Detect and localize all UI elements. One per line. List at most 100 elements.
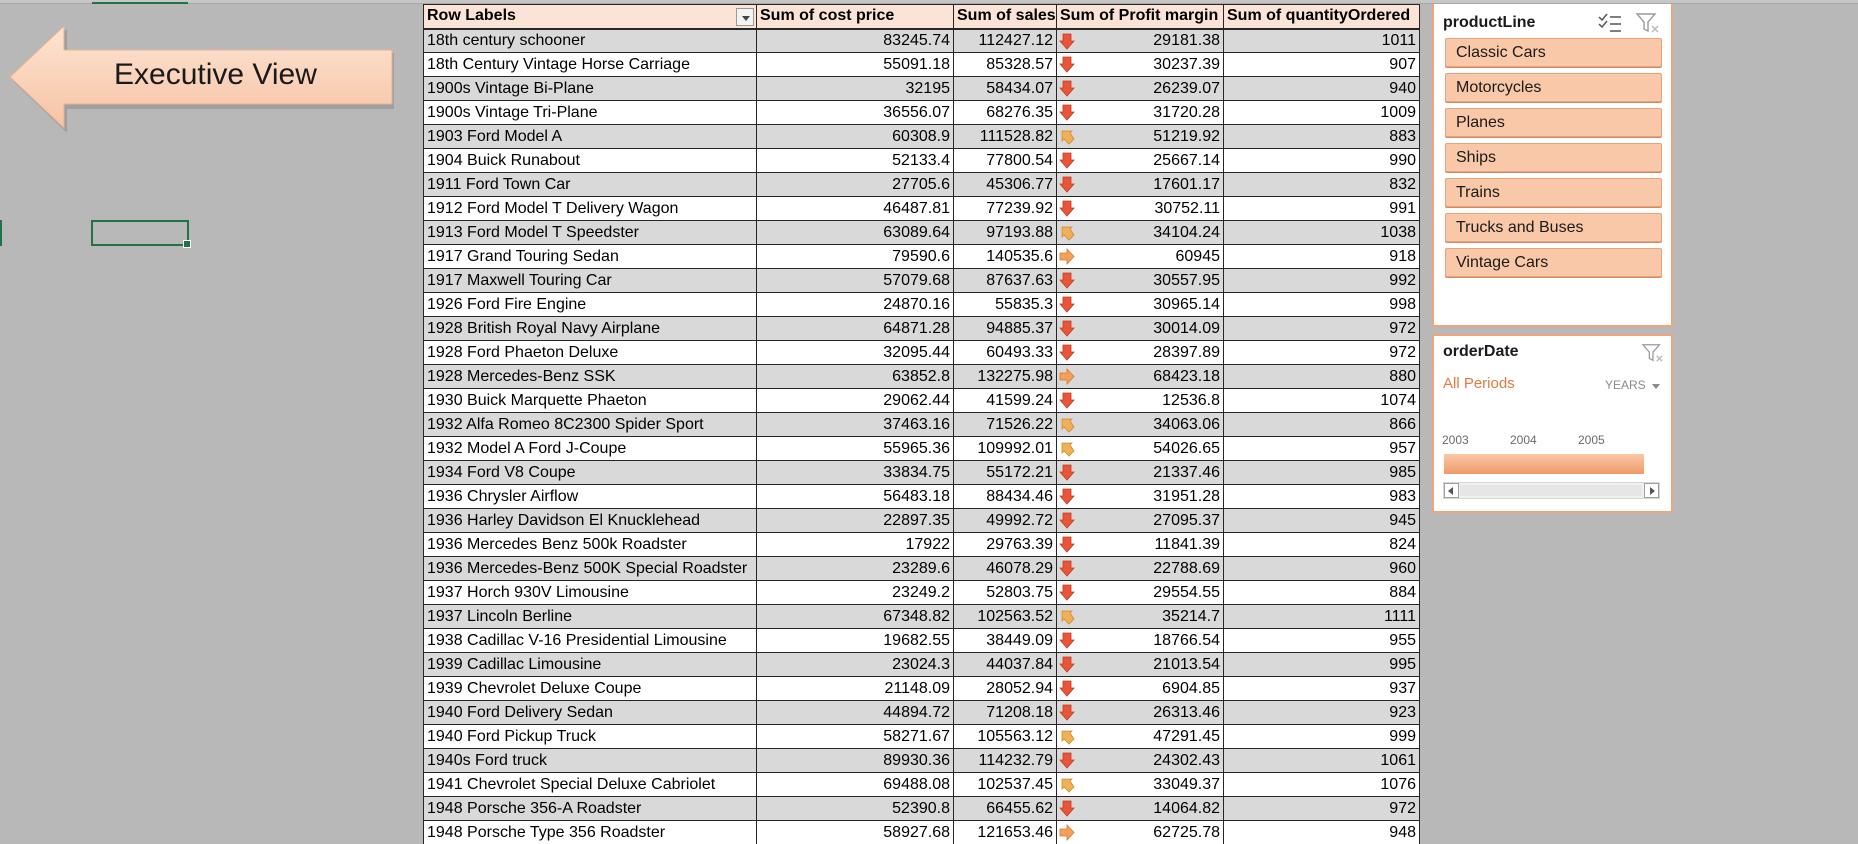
sales-cell[interactable]: 68276.35 bbox=[953, 100, 1057, 125]
table-row[interactable]: 1940s Ford truck 89930.36 114232.79 24302.4… bbox=[423, 748, 1420, 773]
timeline-scrollbar[interactable] bbox=[1443, 482, 1660, 499]
table-row[interactable]: 1917 Maxwell Touring Car 57079.68 87637.63… bbox=[423, 268, 1420, 293]
profit-cell[interactable]: 6904.85 bbox=[1056, 676, 1224, 701]
profit-cell[interactable]: 31951.28 bbox=[1056, 484, 1224, 509]
cost-cell[interactable]: 32195 bbox=[756, 76, 954, 101]
quantity-cell[interactable]: 923 bbox=[1223, 700, 1420, 725]
table-row[interactable]: 1939 Chevrolet Deluxe Coupe 21148.09 28052… bbox=[423, 676, 1420, 701]
cost-cell[interactable]: 55965.36 bbox=[756, 436, 954, 461]
table-row[interactable]: 1932 Alfa Romeo 8C2300 Spider Sport 37463… bbox=[423, 412, 1420, 437]
row-label[interactable]: 1928 Ford Phaeton Deluxe bbox=[423, 340, 757, 365]
row-label[interactable]: 1941 Chevrolet Special Deluxe Cabriolet bbox=[423, 772, 757, 797]
cost-cell[interactable]: 21148.09 bbox=[756, 676, 954, 701]
slicer-item[interactable]: Classic Cars bbox=[1445, 38, 1662, 67]
quantity-cell[interactable]: 1038 bbox=[1223, 220, 1420, 245]
quantity-cell[interactable]: 998 bbox=[1223, 292, 1420, 317]
sales-cell[interactable]: 71208.18 bbox=[953, 700, 1057, 725]
scroll-left-icon[interactable] bbox=[1444, 483, 1459, 498]
row-label[interactable]: 18th century schooner bbox=[423, 28, 757, 53]
profit-cell[interactable]: 12536.8 bbox=[1056, 388, 1224, 413]
quantity-cell[interactable]: 824 bbox=[1223, 532, 1420, 557]
row-label[interactable]: 1948 Porsche 356-A Roadster bbox=[423, 796, 757, 821]
profit-cell[interactable]: 21013.54 bbox=[1056, 652, 1224, 677]
row-label[interactable]: 1940s Ford truck bbox=[423, 748, 757, 773]
scroll-right-icon[interactable] bbox=[1644, 483, 1659, 498]
row-label[interactable]: 1938 Cadillac V-16 Presidential Limousin… bbox=[423, 628, 757, 653]
profit-cell[interactable]: 29554.55 bbox=[1056, 580, 1224, 605]
slicer-item[interactable]: Planes bbox=[1445, 108, 1662, 137]
profit-cell[interactable]: 30752.11 bbox=[1056, 196, 1224, 221]
profit-cell[interactable]: 22788.69 bbox=[1056, 556, 1224, 581]
profit-cell[interactable]: 30557.95 bbox=[1056, 268, 1224, 293]
slicer-item[interactable]: Trucks and Buses bbox=[1445, 213, 1662, 242]
table-row[interactable]: 18th Century Vintage Horse Carriage 55091… bbox=[423, 52, 1420, 77]
profit-cell[interactable]: 47291.45 bbox=[1056, 724, 1224, 749]
profit-cell[interactable]: 18766.54 bbox=[1056, 628, 1224, 653]
sales-cell[interactable]: 28052.94 bbox=[953, 676, 1057, 701]
sales-cell[interactable]: 105563.12 bbox=[953, 724, 1057, 749]
table-row[interactable]: 1936 Harley Davidson El Knucklehead 22897… bbox=[423, 508, 1420, 533]
quantity-cell[interactable]: 1074 bbox=[1223, 388, 1420, 413]
sales-cell[interactable]: 71526.22 bbox=[953, 412, 1057, 437]
table-row[interactable]: 1917 Grand Touring Sedan 79590.6 140535.6 6… bbox=[423, 244, 1420, 269]
sales-cell[interactable]: 109992.01 bbox=[953, 436, 1057, 461]
quantity-cell[interactable]: 1111 bbox=[1223, 604, 1420, 629]
clear-filter-icon[interactable] bbox=[1635, 11, 1661, 35]
cost-cell[interactable]: 89930.36 bbox=[756, 748, 954, 773]
cost-cell[interactable]: 58271.67 bbox=[756, 724, 954, 749]
cost-cell[interactable]: 24870.16 bbox=[756, 292, 954, 317]
sales-cell[interactable]: 46078.29 bbox=[953, 556, 1057, 581]
cost-cell[interactable]: 79590.6 bbox=[756, 244, 954, 269]
sales-cell[interactable]: 52803.75 bbox=[953, 580, 1057, 605]
quantity-cell[interactable]: 948 bbox=[1223, 820, 1420, 844]
table-row[interactable]: 1912 Ford Model T Delivery Wagon 46487.81… bbox=[423, 196, 1420, 221]
table-row[interactable]: 1926 Ford Fire Engine 24870.16 55835.3 3096… bbox=[423, 292, 1420, 317]
row-label[interactable]: 1937 Lincoln Berline bbox=[423, 604, 757, 629]
sales-cell[interactable]: 41599.24 bbox=[953, 388, 1057, 413]
row-label[interactable]: 1917 Maxwell Touring Car bbox=[423, 268, 757, 293]
quantity-cell[interactable]: 832 bbox=[1223, 172, 1420, 197]
cost-cell[interactable]: 63089.64 bbox=[756, 220, 954, 245]
row-label[interactable]: 1900s Vintage Tri-Plane bbox=[423, 100, 757, 125]
sales-cell[interactable]: 140535.6 bbox=[953, 244, 1057, 269]
quantity-cell[interactable]: 972 bbox=[1223, 316, 1420, 341]
row-label[interactable]: 1900s Vintage Bi-Plane bbox=[423, 76, 757, 101]
profit-cell[interactable]: 24302.43 bbox=[1056, 748, 1224, 773]
profit-cell[interactable]: 17601.17 bbox=[1056, 172, 1224, 197]
cost-cell[interactable]: 23289.6 bbox=[756, 556, 954, 581]
timeline-period-bar[interactable] bbox=[1444, 454, 1644, 474]
profit-cell[interactable]: 30237.39 bbox=[1056, 52, 1224, 77]
row-label[interactable]: 1912 Ford Model T Delivery Wagon bbox=[423, 196, 757, 221]
cost-cell[interactable]: 44894.72 bbox=[756, 700, 954, 725]
row-label[interactable]: 1936 Mercedes-Benz 500K Special Roadster bbox=[423, 556, 757, 581]
row-label[interactable]: 1903 Ford Model A bbox=[423, 124, 757, 149]
table-row[interactable]: 1900s Vintage Bi-Plane 32195 58434.07 26239… bbox=[423, 76, 1420, 101]
sales-cell[interactable]: 55172.21 bbox=[953, 460, 1057, 485]
cost-cell[interactable]: 52133.4 bbox=[756, 148, 954, 173]
row-label[interactable]: 1934 Ford V8 Coupe bbox=[423, 460, 757, 485]
table-row[interactable]: 1900s Vintage Tri-Plane 36556.07 68276.35 3… bbox=[423, 100, 1420, 125]
quantity-cell[interactable]: 960 bbox=[1223, 556, 1420, 581]
executive-view-button[interactable] bbox=[8, 22, 394, 132]
row-label[interactable]: 1917 Grand Touring Sedan bbox=[423, 244, 757, 269]
profit-cell[interactable]: 14064.82 bbox=[1056, 796, 1224, 821]
table-row[interactable]: 1939 Cadillac Limousine 23024.3 44037.84 21… bbox=[423, 652, 1420, 677]
table-row[interactable]: 1932 Model A Ford J-Coupe 55965.36 109992.… bbox=[423, 436, 1420, 461]
cost-cell[interactable]: 64871.28 bbox=[756, 316, 954, 341]
sales-cell[interactable]: 132275.98 bbox=[953, 364, 1057, 389]
cost-cell[interactable]: 23249.2 bbox=[756, 580, 954, 605]
profit-cell[interactable]: 21337.46 bbox=[1056, 460, 1224, 485]
profit-cell[interactable]: 26313.46 bbox=[1056, 700, 1224, 725]
clear-filter-icon[interactable] bbox=[1641, 342, 1665, 364]
sales-cell[interactable]: 77239.92 bbox=[953, 196, 1057, 221]
quantity-cell[interactable]: 991 bbox=[1223, 196, 1420, 221]
cost-cell[interactable]: 58927.68 bbox=[756, 820, 954, 844]
quantity-cell[interactable]: 945 bbox=[1223, 508, 1420, 533]
table-row[interactable]: 1940 Ford Pickup Truck 58271.67 105563.12 4… bbox=[423, 724, 1420, 749]
cost-cell[interactable]: 29062.44 bbox=[756, 388, 954, 413]
profit-cell[interactable]: 30965.14 bbox=[1056, 292, 1224, 317]
table-row[interactable]: 1928 Mercedes-Benz SSK 63852.8 132275.98 68… bbox=[423, 364, 1420, 389]
profit-cell[interactable]: 11841.39 bbox=[1056, 532, 1224, 557]
sales-cell[interactable]: 102563.52 bbox=[953, 604, 1057, 629]
quantity-cell[interactable]: 940 bbox=[1223, 76, 1420, 101]
